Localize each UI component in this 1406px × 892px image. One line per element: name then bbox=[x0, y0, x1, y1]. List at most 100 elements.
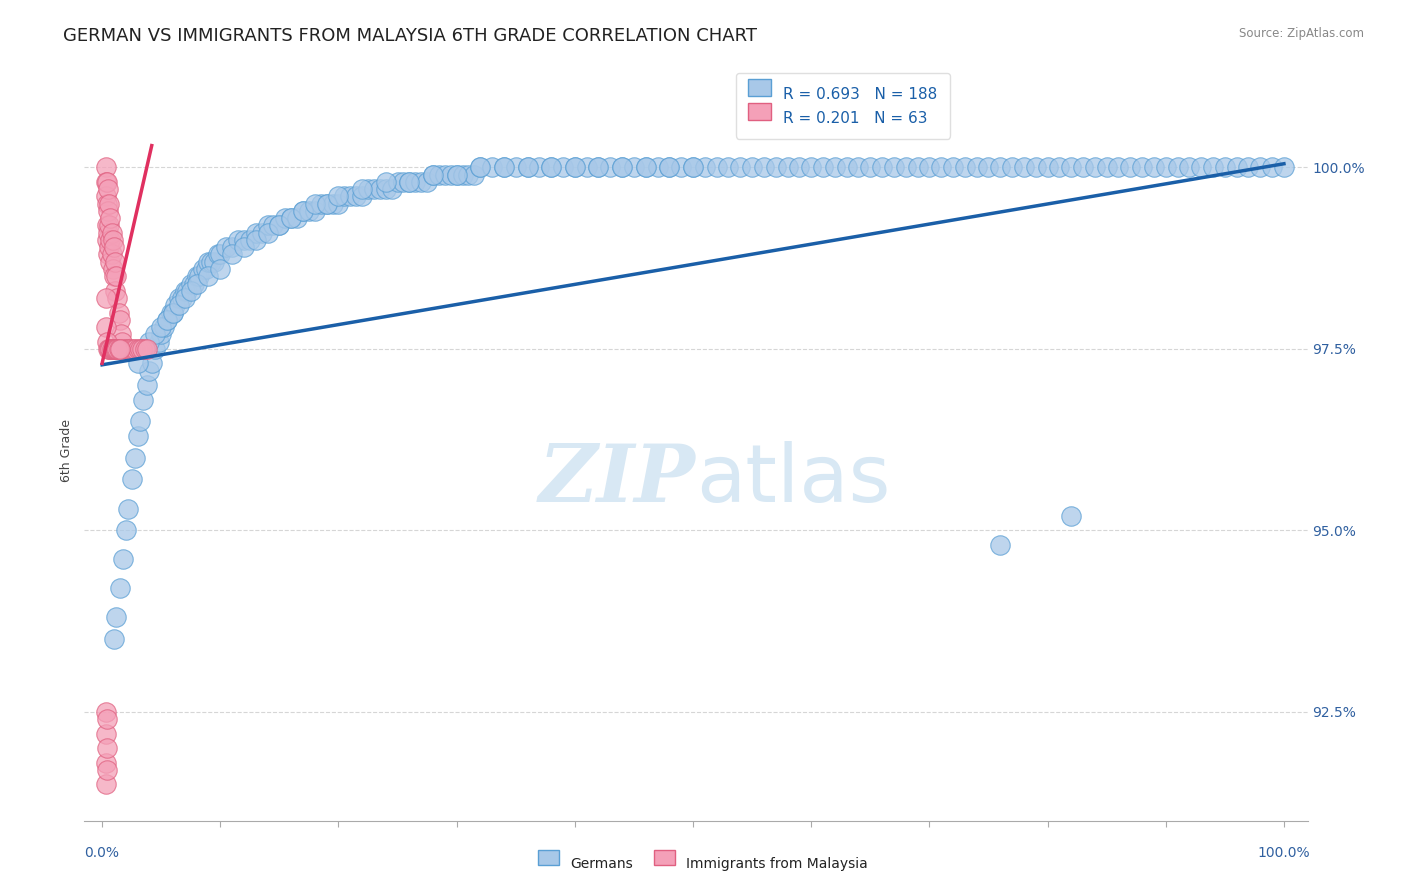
Point bbox=[186, 269, 208, 284]
Point bbox=[309, 196, 332, 211]
Point bbox=[200, 254, 222, 268]
Point bbox=[98, 254, 121, 268]
Point bbox=[150, 327, 173, 342]
Point bbox=[1213, 161, 1236, 175]
Point bbox=[1001, 161, 1024, 175]
Point bbox=[97, 203, 120, 218]
Point bbox=[129, 342, 152, 356]
Point bbox=[245, 226, 267, 240]
Point bbox=[1249, 161, 1271, 175]
Point bbox=[1226, 161, 1249, 175]
Point bbox=[107, 305, 129, 319]
Point bbox=[551, 161, 574, 175]
Point bbox=[97, 182, 120, 196]
Point bbox=[953, 161, 976, 175]
Point bbox=[114, 342, 136, 356]
Point bbox=[117, 501, 139, 516]
Point bbox=[183, 277, 205, 291]
Point bbox=[143, 327, 166, 342]
Point bbox=[207, 247, 229, 261]
Point bbox=[180, 284, 202, 298]
Point bbox=[634, 161, 657, 175]
Point bbox=[150, 320, 173, 334]
Point bbox=[588, 161, 610, 175]
Point bbox=[280, 211, 302, 226]
Point bbox=[315, 196, 337, 211]
Text: 0.0%: 0.0% bbox=[84, 846, 120, 860]
Point bbox=[304, 203, 326, 218]
Point bbox=[143, 342, 166, 356]
Point bbox=[110, 327, 132, 342]
Point bbox=[470, 161, 492, 175]
Point bbox=[564, 161, 586, 175]
Point bbox=[124, 450, 146, 465]
Point bbox=[121, 473, 143, 487]
Point bbox=[387, 175, 409, 189]
Text: ZIP: ZIP bbox=[538, 442, 696, 519]
Point bbox=[100, 247, 122, 261]
Point bbox=[165, 298, 187, 312]
Point bbox=[103, 632, 125, 647]
Point bbox=[1108, 161, 1130, 175]
Point bbox=[977, 161, 1000, 175]
Point bbox=[127, 429, 149, 443]
Point bbox=[717, 161, 740, 175]
Point bbox=[1167, 161, 1189, 175]
Point bbox=[588, 161, 610, 175]
Point bbox=[658, 161, 681, 175]
Point bbox=[114, 524, 136, 538]
Point bbox=[97, 342, 120, 356]
Point bbox=[1237, 161, 1260, 175]
Point bbox=[136, 342, 159, 356]
Point bbox=[1154, 161, 1177, 175]
Point bbox=[859, 161, 882, 175]
Point bbox=[108, 342, 131, 356]
Point bbox=[776, 161, 799, 175]
Text: atlas: atlas bbox=[696, 441, 890, 519]
Point bbox=[398, 175, 420, 189]
Point bbox=[94, 756, 117, 770]
Point bbox=[481, 161, 503, 175]
Point bbox=[104, 342, 127, 356]
Point bbox=[188, 269, 211, 284]
Point bbox=[94, 726, 117, 740]
Point bbox=[127, 342, 149, 356]
Point bbox=[1095, 161, 1118, 175]
Point bbox=[132, 392, 155, 407]
Point bbox=[202, 254, 225, 268]
Point bbox=[148, 334, 170, 349]
Point bbox=[634, 161, 657, 175]
Point bbox=[741, 161, 763, 175]
Point bbox=[404, 175, 426, 189]
Point bbox=[117, 342, 139, 356]
Point bbox=[907, 161, 929, 175]
Point bbox=[98, 219, 121, 233]
Point bbox=[433, 168, 456, 182]
Point bbox=[269, 219, 291, 233]
Point bbox=[411, 175, 433, 189]
Y-axis label: 6th Grade: 6th Grade bbox=[60, 419, 73, 482]
Point bbox=[529, 161, 551, 175]
Point bbox=[357, 182, 380, 196]
Point bbox=[173, 291, 195, 305]
Point bbox=[730, 161, 752, 175]
Point bbox=[540, 161, 562, 175]
Point bbox=[97, 247, 120, 261]
Point bbox=[105, 610, 128, 624]
Point bbox=[101, 342, 124, 356]
Point bbox=[610, 161, 633, 175]
Legend: Germans, Immigrants from Malaysia: Germans, Immigrants from Malaysia bbox=[533, 850, 873, 876]
Point bbox=[516, 161, 538, 175]
Point bbox=[195, 262, 218, 277]
Point bbox=[96, 712, 118, 726]
Point bbox=[180, 277, 202, 291]
Point bbox=[1272, 161, 1295, 175]
Point bbox=[98, 211, 121, 226]
Point bbox=[540, 161, 562, 175]
Point bbox=[811, 161, 834, 175]
Point bbox=[103, 240, 125, 254]
Point bbox=[104, 284, 127, 298]
Point bbox=[918, 161, 941, 175]
Point bbox=[298, 203, 321, 218]
Point bbox=[94, 189, 117, 203]
